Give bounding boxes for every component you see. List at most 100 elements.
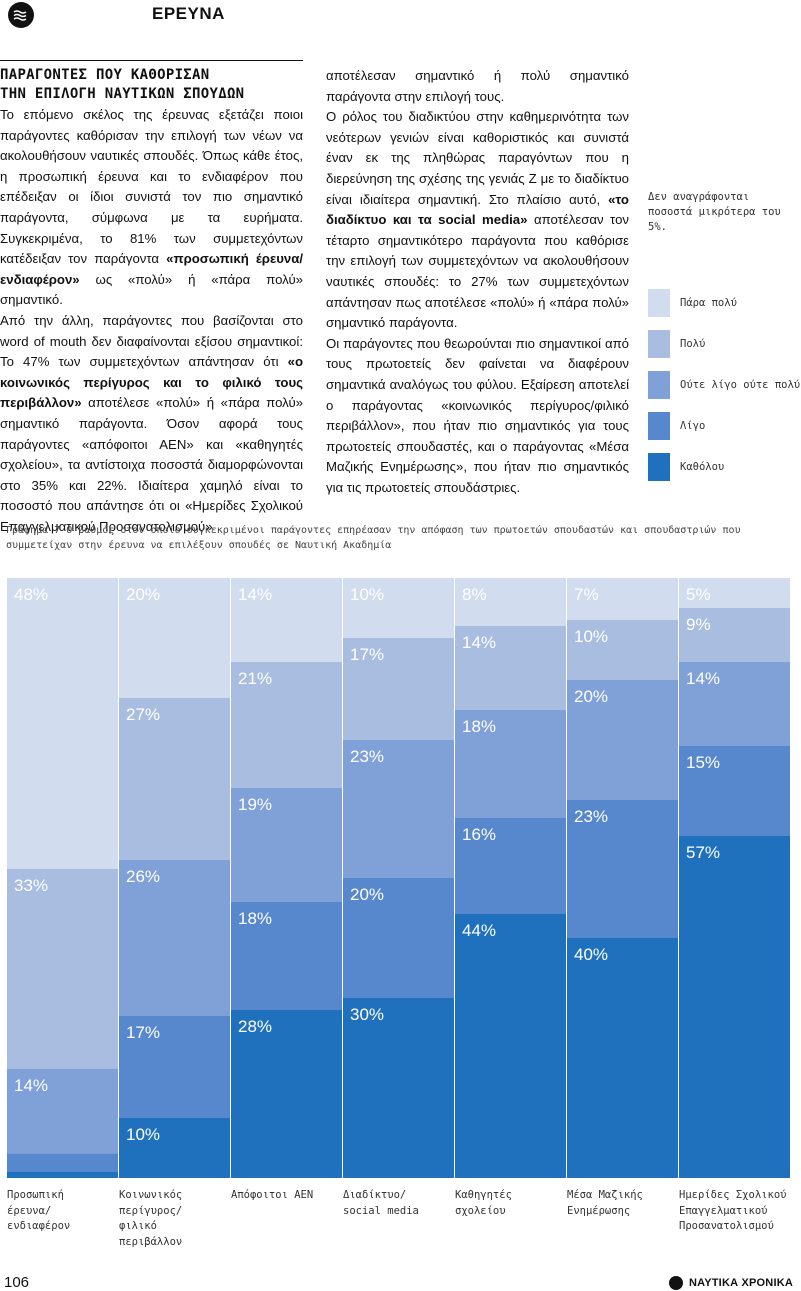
legend-label: Λίγο <box>680 420 706 432</box>
bar-segment <box>343 578 454 639</box>
data-label: 16% <box>462 825 496 844</box>
data-label: 26% <box>126 867 160 886</box>
legend-label: Πάρα πολύ <box>680 297 737 309</box>
bar-segment <box>455 578 566 627</box>
data-label: 14% <box>14 1076 48 1095</box>
bar-segment <box>567 938 678 1178</box>
bar-segment <box>231 578 342 663</box>
data-label: 18% <box>238 909 272 928</box>
data-label: 28% <box>238 1017 272 1036</box>
bar-segment <box>567 680 678 801</box>
legend-item: Πάρα πολύ <box>648 288 737 318</box>
bar-segment <box>119 578 230 699</box>
x-axis-label: Προσωπική έρευνα/ενδιαφέρον <box>7 1189 71 1232</box>
bar-segment <box>7 578 118 870</box>
bar-segment <box>455 626 566 711</box>
bar-segment <box>343 638 454 741</box>
bar-segment <box>455 914 566 1178</box>
legend-label: Πολύ <box>680 338 706 350</box>
paragraph: Το επόμενο σκέλος της έρευνας εξετάζει π… <box>0 107 303 308</box>
bar-segment <box>7 1153 118 1173</box>
bar-segment <box>119 1118 230 1178</box>
paragraph: Από την άλλη, παράγοντες που βασίζονται … <box>0 312 303 534</box>
data-label: 21% <box>238 669 272 688</box>
bar-segment <box>343 740 454 879</box>
paragraph: αποτέλεσαν σημαντικό ή πολύ σημαντικό πα… <box>326 68 629 104</box>
data-label: 23% <box>574 807 608 826</box>
data-label: 23% <box>350 747 384 766</box>
bar-segment <box>455 818 566 915</box>
legend-item: Πολύ <box>648 329 705 359</box>
legend-swatch <box>648 289 670 317</box>
data-label: 10% <box>574 627 608 646</box>
bar-segment <box>679 578 790 609</box>
data-label: 48% <box>14 585 48 604</box>
data-label: 17% <box>350 645 384 664</box>
legend-label: Ούτε λίγο ούτε πολύ <box>680 379 801 391</box>
data-label: 10% <box>350 585 384 604</box>
waves-icon <box>8 2 34 28</box>
bar-segment <box>119 1016 230 1119</box>
data-label: 14% <box>686 669 720 688</box>
chart-caption: Γράφημα 7 Ο βαθμός στον οποίο συγκεκριμέ… <box>6 525 741 551</box>
brand-logo-icon <box>668 1276 683 1290</box>
bar-segment <box>679 608 790 663</box>
x-axis-label: Καθηγητές σχολείου <box>455 1189 512 1217</box>
bar-segment <box>119 698 230 861</box>
legend-swatch <box>648 371 670 399</box>
bar-segment <box>119 860 230 1017</box>
x-axis-label: Κοινωνικός περίγυρος/φιλικό περιβάλλον <box>119 1189 183 1248</box>
bar-segment <box>231 788 342 903</box>
bar-segment <box>567 620 678 681</box>
brand-name: ΝΑΥΤΙΚΑ ΧΡΟΝΙΚΑ <box>688 1277 793 1289</box>
bar-segment <box>231 662 342 789</box>
data-label: 20% <box>574 687 608 706</box>
legend-swatch <box>648 412 670 440</box>
data-label: 19% <box>238 795 272 814</box>
stacked-bar-chart: 48% 33% 14% 20% 27% 26% 17% 10% 14% 21% 19% 18% 28% 1… <box>0 578 801 1178</box>
bar-segment <box>679 746 790 837</box>
legend-label: Καθόλου <box>680 461 725 473</box>
x-axis-label: Απόφοιτοι ΑΕΝ <box>231 1189 314 1201</box>
data-label: 30% <box>350 1005 384 1024</box>
x-axis-label: Ημερίδες Σχολικού Επαγγελματικού Προσανατο… <box>679 1189 787 1232</box>
legend-swatch <box>648 453 670 481</box>
data-label: 15% <box>686 753 720 772</box>
bar-segment <box>7 1171 118 1178</box>
bar-segment <box>567 800 678 939</box>
bar-segment <box>231 1010 342 1178</box>
bar-segment <box>343 998 454 1178</box>
bar-segment <box>7 868 118 1070</box>
page-number: 106 <box>4 1274 30 1291</box>
bar-segment <box>231 902 342 1011</box>
bar-segment <box>567 578 678 621</box>
legend-item: Ούτε λίγο ούτε πολύ <box>648 370 800 400</box>
legend-swatch <box>648 330 670 358</box>
data-label: 20% <box>126 585 160 604</box>
data-label: 27% <box>126 705 160 724</box>
bar-segment <box>455 710 566 819</box>
data-label: 40% <box>574 945 608 964</box>
bar-segment <box>7 1068 118 1155</box>
data-label: 14% <box>462 633 496 652</box>
data-label: 17% <box>126 1023 160 1042</box>
data-label: 5% <box>686 585 711 604</box>
article-subhead: ΠΑΡΑΓΟΝΤΕΣ ΠΟΥ ΚΑΘΟΡΙΣΑΝ ΤΗΝ ΕΠΙΛΟΓΗ ΝΑΥΤ… <box>0 67 245 102</box>
data-label: 10% <box>126 1125 160 1144</box>
paragraph: Ο ρόλος του διαδικτύου στην καθημερινότη… <box>326 109 629 331</box>
data-label: 9% <box>686 615 711 634</box>
data-label: 14% <box>238 585 272 604</box>
article-column-2: αποτέλεσαν σημαντικό ή πολύ σημαντικό πα… <box>326 66 629 498</box>
bar-segment <box>679 662 790 747</box>
data-label: 20% <box>350 885 384 904</box>
data-label: 8% <box>462 585 487 604</box>
data-label: 18% <box>462 717 496 736</box>
paragraph: Οι παράγοντες που θεωρούνται πιο σημαντι… <box>326 335 629 495</box>
data-label: 7% <box>574 585 599 604</box>
x-axis-label: Μέσα Μαζικής Ενημέρωσης <box>567 1189 643 1217</box>
data-label: 44% <box>462 921 496 940</box>
bar-segment <box>343 878 454 999</box>
legend-item: Λίγο <box>648 411 705 441</box>
bar-segment <box>679 836 790 1178</box>
brand: ΝΑΥΤΙΚΑ ΧΡΟΝΙΚΑ <box>668 1276 793 1290</box>
